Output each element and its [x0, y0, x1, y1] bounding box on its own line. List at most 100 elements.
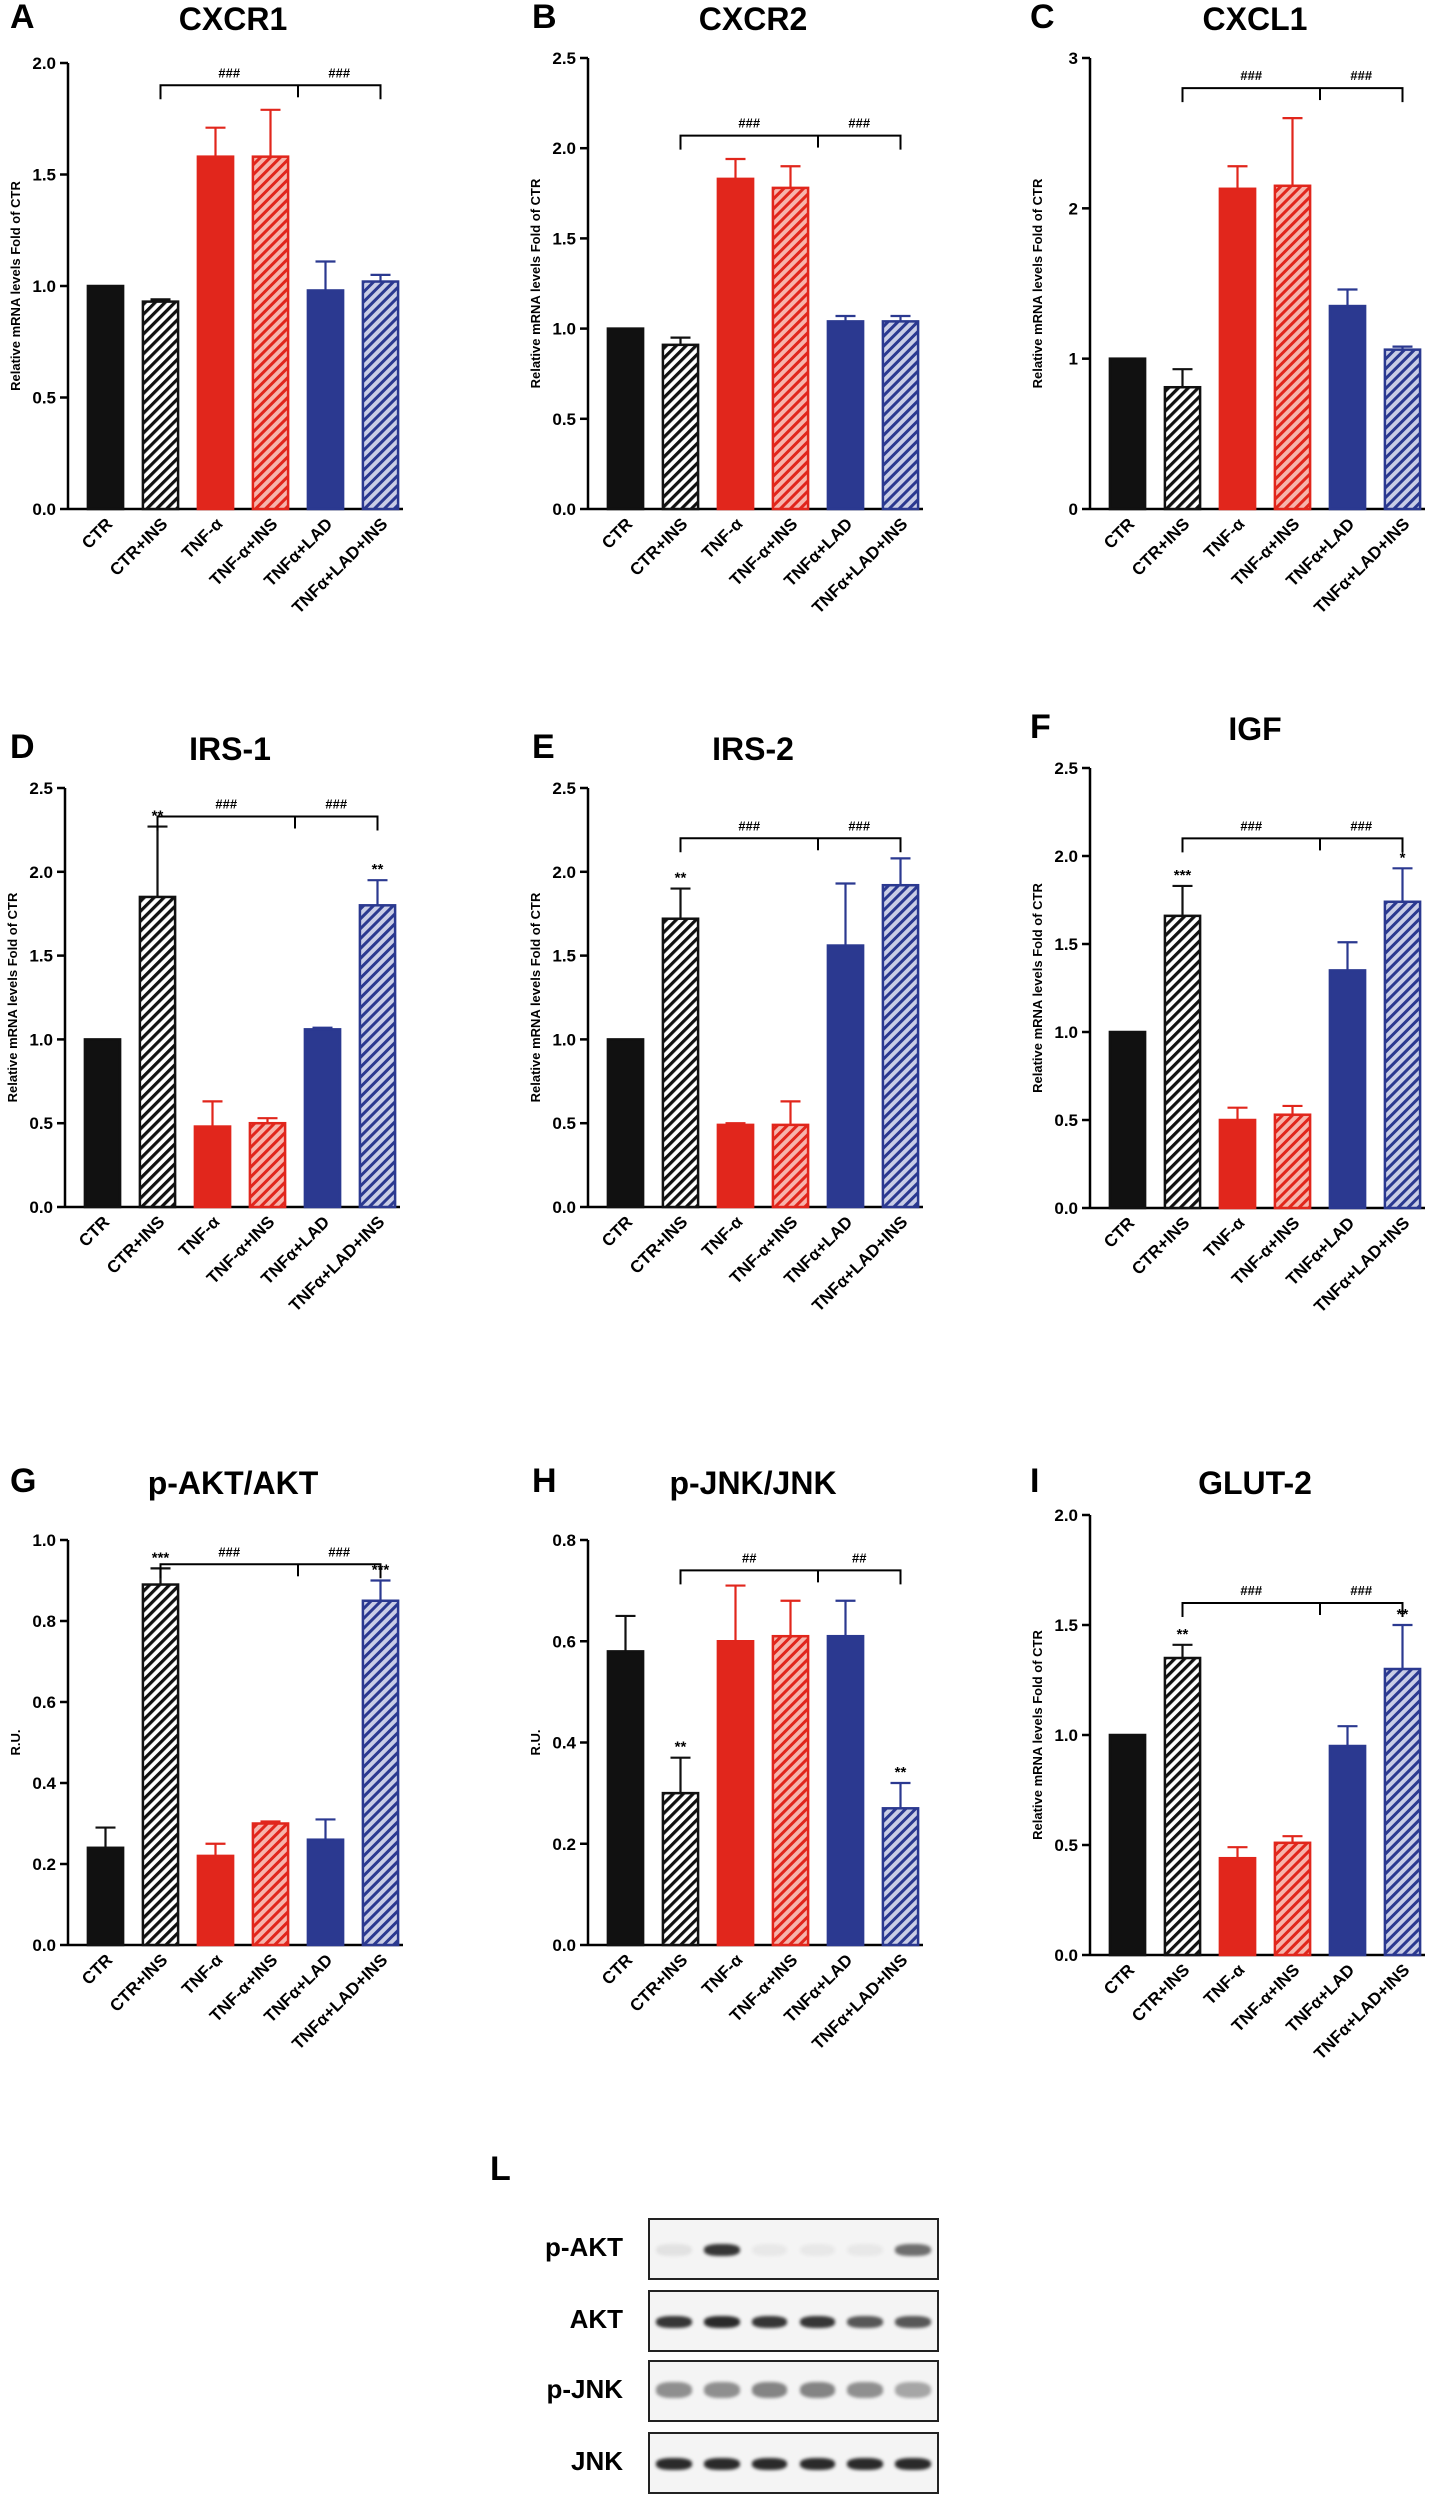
bar-6	[1383, 348, 1422, 511]
x-tick-label: TNFα+LAD+INS	[1310, 514, 1413, 617]
x-tick-label: TNF-α	[698, 1950, 747, 1999]
x-tick-label: CTR	[75, 1212, 113, 1250]
bar-5	[826, 944, 865, 1209]
y-tick-label: 0.5	[552, 410, 576, 429]
chart-a: A CXCR1 Relative mRNA levels Fold of CTR 0.…	[8, 0, 403, 617]
blot-band	[656, 2316, 692, 2328]
y-tick-label: 2.0	[32, 54, 56, 73]
bracket-label-left: ###	[215, 796, 237, 811]
panel-letter: A	[10, 0, 35, 36]
bar-6	[881, 883, 920, 1209]
bar-5	[1328, 304, 1367, 511]
y-tick-label: 0.4	[32, 1774, 56, 1793]
x-tick-label: TNFα+LAD+INS	[285, 1212, 388, 1315]
y-tick-label: 0.8	[32, 1612, 56, 1631]
chart-title: GLUT-2	[1198, 1465, 1312, 1501]
blot-band	[751, 2316, 788, 2328]
bar-2	[1163, 385, 1202, 511]
bar-5	[826, 320, 865, 511]
x-tick-label: CTR+INS	[1128, 514, 1193, 579]
bar-2	[661, 343, 700, 511]
chart-d: D IRS-1 Relative mRNA levels Fold of CTR 0.…	[5, 728, 400, 1315]
y-tick-label: 0	[1069, 500, 1078, 519]
chart-title: CXCR2	[699, 1, 807, 37]
chart-title: CXCR1	[179, 1, 287, 37]
significance-label: **	[675, 1739, 687, 1756]
x-tick-label: TNFα+LAD+INS	[1310, 1213, 1413, 1316]
blot-band	[703, 2382, 740, 2398]
x-tick-label: CTR+INS	[626, 1950, 691, 2015]
x-tick-label: TNF-α	[698, 1212, 747, 1261]
bracket-label-right: ###	[328, 65, 350, 80]
y-tick-label: 0.0	[32, 1936, 56, 1955]
y-tick-label: 1.5	[1054, 935, 1078, 954]
y-tick-label: 1.5	[29, 947, 53, 966]
blot-band	[703, 2458, 740, 2470]
bar-3	[1218, 1856, 1257, 1957]
comparison-bracket	[159, 84, 382, 100]
x-tick-label: CTR+INS	[1128, 1960, 1193, 2025]
chart-title: p-AKT/AKT	[148, 1465, 319, 1501]
panel-letter: F	[1030, 708, 1051, 746]
bar-3	[196, 1854, 235, 1947]
x-tick-label: CTR+INS	[103, 1212, 168, 1277]
bar-2	[138, 895, 177, 1209]
y-tick-label: 2.0	[552, 139, 576, 158]
y-tick-label: 1.5	[32, 166, 56, 185]
charts-layer: A CXCR1 Relative mRNA levels Fold of CTR 0.…	[5, 0, 1425, 2063]
blot-band	[799, 2244, 836, 2256]
bracket-label-right: ###	[1350, 68, 1372, 83]
panel-letter: B	[532, 0, 557, 36]
y-axis-label: Relative mRNA levels Fold of CTR	[8, 181, 23, 391]
bracket-label-left: ###	[738, 116, 760, 131]
y-tick-label: 0.6	[32, 1693, 56, 1712]
bar-5	[1328, 1744, 1367, 1957]
blot-label-p-akt: p-AKT	[545, 2232, 623, 2262]
bracket-label-right: ###	[328, 1544, 350, 1559]
y-tick-label: 0.5	[1054, 1836, 1078, 1855]
bar-1	[1108, 357, 1147, 511]
bar-4	[1273, 184, 1312, 511]
bar-4	[771, 1634, 810, 1947]
y-tick-label: 2.0	[1054, 1506, 1078, 1525]
blot-label-p-jnk: p-JNK	[546, 2374, 623, 2404]
y-tick-label: 1	[1069, 350, 1078, 369]
bar-5	[306, 1838, 345, 1947]
y-tick-label: 0.0	[32, 500, 56, 519]
y-axis-label: R.U.	[528, 1730, 543, 1756]
x-tick-label: CTR+INS	[626, 514, 691, 579]
comparison-bracket	[679, 837, 902, 853]
bar-3	[716, 1123, 755, 1209]
x-tick-label: TNFα+LAD+INS	[808, 514, 911, 617]
bracket-label-left: ###	[218, 1544, 240, 1559]
chart-i: I GLUT-2 Relative mRNA levels Fold of CTR 0…	[1030, 1462, 1425, 2063]
bracket-label-left: ###	[1240, 68, 1262, 83]
y-tick-label: 0.8	[552, 1531, 576, 1550]
y-axis-label: Relative mRNA levels Fold of CTR	[528, 892, 543, 1102]
blot-band	[895, 2244, 931, 2256]
blot-label-jnk: JNK	[570, 2446, 623, 2476]
panel-letter: I	[1030, 1462, 1039, 1500]
significance-label: ***	[1174, 867, 1192, 884]
bar-1	[1108, 1030, 1147, 1210]
blot-band	[847, 2244, 884, 2256]
comparison-bracket	[1181, 1602, 1404, 1617]
chart-f: F IGF Relative mRNA levels Fold of CTR 0.0 0…	[1030, 708, 1425, 1316]
y-tick-label: 0.5	[1054, 1111, 1078, 1130]
x-tick-label: TNFα+LAD+INS	[288, 1950, 391, 2053]
y-axis-label: Relative mRNA levels Fold of CTR	[1030, 178, 1045, 388]
bar-6	[358, 904, 397, 1209]
blot-row-p-akt	[648, 2218, 939, 2280]
x-tick-label: CTR+INS	[106, 1950, 171, 2015]
y-tick-label: 1.0	[1054, 1726, 1078, 1745]
bar-5	[306, 289, 345, 511]
panel-letter: E	[532, 728, 555, 766]
y-tick-label: 2.0	[1054, 847, 1078, 866]
y-tick-label: 3	[1069, 49, 1078, 68]
y-tick-label: 0.2	[32, 1855, 56, 1874]
y-axis-label: Relative mRNA levels Fold of CTR	[1030, 883, 1045, 1093]
y-tick-label: 0.6	[552, 1632, 576, 1651]
bracket-label-right: ###	[848, 116, 870, 131]
significance-label: *	[1400, 849, 1406, 866]
